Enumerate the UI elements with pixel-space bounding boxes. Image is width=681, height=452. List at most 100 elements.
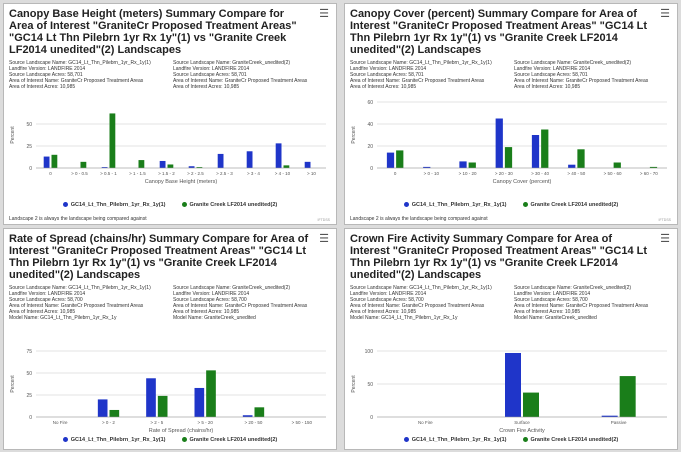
metadata-text: Area of Interest Acres: 10,985 [350,84,417,90]
bar [577,149,585,168]
y-axis-label: Percent [351,375,357,393]
legend-item[interactable]: GC14_Lt_Thn_Pilebrn_1yr_Rx_1y(1) [403,202,507,208]
legend-marker-icon [181,437,187,443]
bar [304,161,311,168]
metadata-text: Area of Interest Acres: 10,985 [173,84,240,90]
footnote: Landscape 2 is always the landscape bein… [9,216,147,222]
x-axis-label: Rate of Spread (chains/hr) [149,428,214,434]
bar [246,151,253,168]
metadata-row: Area of Interest Name: GraniteCr Propose… [9,78,307,84]
bar [146,378,156,417]
bar [495,118,503,168]
x-tick-label: No Fire [418,420,433,425]
metadata-text: Area of Interest Name: GraniteCr Propose… [514,78,649,84]
metadata-text: Area of Interest Name: GraniteCr Propose… [350,78,485,84]
x-tick-label: 0 [394,171,397,176]
metadata-text: Area of Interest Acres: 10,985 [9,309,76,315]
bar-chart: 0 25 50 Percent 0 > 0 - 0.5 > 0.5 - 1 > 1 - 1.5… [10,113,326,185]
metadata-text: Model Name: GraniteCreek_unedited [514,315,597,321]
legend-label: Granite Creek LF2014 unedited(2) [530,437,619,443]
metadata-row: Model Name: GC14_Lt_Thn_Pilebrn_1yr_Rx_1… [350,315,648,321]
metadata-row: Area of Interest Acres: 10,985 Area of In… [350,84,648,90]
hamburger-menu-icon[interactable]: ☰ [319,8,329,20]
metadata-text: Model Name: GC14_Lt_Thn_Pilebrn_1yr_Rx_1… [9,315,117,321]
metadata-row: Area of Interest Acres: 10,985 Area of In… [350,309,648,315]
bar [188,166,195,168]
bar [80,161,87,168]
x-axis-label: Canopy Cover (percent) [493,179,552,185]
metadata-row: Source Landscape Name: GC14_Lt_Thn_Pileb… [350,285,648,291]
legend-marker-icon [522,202,528,208]
x-tick-label: > 30 - 40 [531,171,549,176]
legend-item[interactable]: GC14_Lt_Thn_Pilebrn_1yr_Rx_1y(1) [62,437,166,443]
metadata-text: Area of Interest Name: GraniteCr Propose… [350,303,485,309]
legend-item[interactable]: GC14_Lt_Thn_Pilebrn_1yr_Rx_1y(1) [62,202,166,208]
bar [541,129,549,168]
legend-item[interactable]: Granite Creek LF2014 unedited(2) [522,202,618,208]
chart-title: Crown Fire Activity Summary Compare for … [350,233,648,281]
bar [206,370,216,417]
metadata-row: Source Landscape Name: GC14_Lt_Thn_Pileb… [350,60,648,66]
x-axis-label: Crown Fire Activity [499,428,545,434]
bar [138,160,145,168]
legend-marker-icon [62,437,68,443]
bar [386,152,395,168]
bar [196,167,203,168]
chart-legend: GC14_Lt_Thn_Pilebrn_1yr_Rx_1y(1) Granite … [4,202,336,208]
chart-title: Canopy Base Height (meters) Summary Comp… [9,8,297,56]
metadata-text: Source Landscape Name: GraniteCreek_uned… [173,285,291,291]
hamburger-menu-icon[interactable]: ☰ [319,233,329,245]
y-axis-label: Percent [10,126,16,144]
chart-title: Rate of Spread (chains/hr) Summary Compa… [9,233,309,281]
bar [51,154,58,168]
bar [217,153,224,168]
legend-marker-icon [522,437,528,443]
legend-item[interactable]: Granite Creek LF2014 unedited(2) [181,202,278,208]
metadata-text: Source Landscape Name: GraniteCreek_uned… [173,60,291,66]
chart-legend: GC14_Lt_Thn_Pilebrn_1yr_Rx_1y(1) Granite … [345,202,677,208]
hamburger-menu-icon[interactable]: ☰ [660,233,670,245]
panel-canopy-cover: Canopy Cover (percent) Summary Compare f… [344,3,678,225]
legend-label: Granite Creek LF2014 unedited(2) [189,202,278,208]
x-tick-label: Passive [611,420,627,425]
metadata-text: Source Landscape Acres: 58,700 [173,297,247,303]
x-tick-label: Surface [514,420,530,425]
y-tick-label: 50 [26,371,32,377]
metadata-text: Area of Interest Acres: 10,985 [514,84,581,90]
metadata-row: Landfire Version: LANDFIRE 2014 Landfire … [9,291,307,297]
bar [43,156,50,168]
metadata-row: Source Landscape Acres: 58,701 Source Lan… [9,72,307,78]
bar [109,409,120,417]
metadata-text: Landfire Version: LANDFIRE 2014 [9,66,86,72]
bar [423,166,431,168]
bar-chart: 0 25 50 75 Percent No Fire > 0 - 2 > 2 - 5 > 5 -… [10,349,326,434]
metadata-text: Source Landscape Acres: 58,700 [350,297,424,303]
x-tick-label: > 20 - 30 [495,171,513,176]
y-axis-label: Percent [10,375,16,393]
credit-label: IFTDSS [317,218,330,222]
panel-crown-fire-activity: Crown Fire Activity Summary Compare for … [344,228,678,450]
y-tick-label: 25 [26,144,32,150]
x-tick-label: > 10 [307,171,316,176]
metadata-text: Landfire Version: LANDFIRE 2014 [514,291,591,297]
metadata-text: Landfire Version: LANDFIRE 2014 [350,291,427,297]
metadata-text: Area of Interest Acres: 10,985 [350,309,417,315]
bar [468,162,476,168]
metadata-row: Source Landscape Acres: 58,700 Source Lan… [9,297,307,303]
x-tick-label: > 0 - 2 [102,420,115,425]
metadata-text: Area of Interest Name: GraniteCr Propose… [514,303,649,309]
metadata-row: Area of Interest Acres: 10,985 Area of In… [9,309,307,315]
credit-label: IFTDSS [658,218,671,222]
metadata-row: Model Name: GC14_Lt_Thn_Pilebrn_1yr_Rx_1… [9,315,307,321]
hamburger-menu-icon[interactable]: ☰ [660,8,670,20]
legend-item[interactable]: Granite Creek LF2014 unedited(2) [522,437,619,443]
x-tick-label: > 1.5 - 2 [158,171,175,176]
legend-marker-icon [403,202,409,208]
panel-canopy-base-height: Canopy Base Height (meters) Summary Comp… [3,3,337,225]
legend-item[interactable]: Granite Creek LF2014 unedited(2) [181,437,277,443]
legend-item[interactable]: GC14_Lt_Thn_Pilebrn_1yr_Rx_1y(1) [403,437,507,443]
bar [275,143,282,168]
bar [649,166,658,168]
x-tick-label: > 10 - 20 [459,171,477,176]
y-tick-label: 0 [29,415,32,421]
